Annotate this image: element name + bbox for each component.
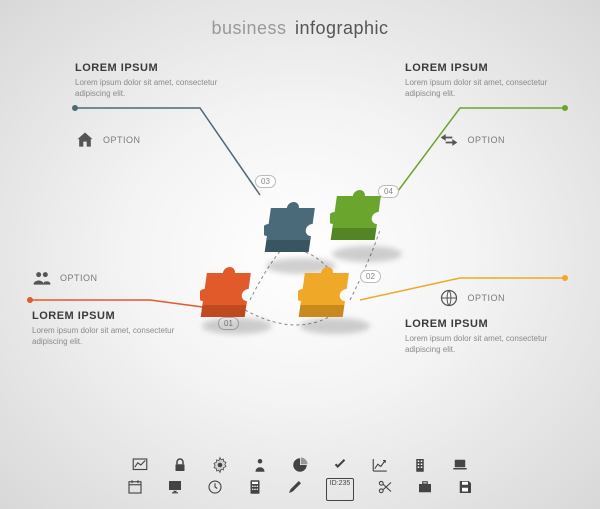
floppy-icon (456, 478, 474, 501)
option-4: OPTION (439, 130, 505, 150)
icon-row-2: ID:235 (0, 478, 600, 501)
lock-icon (171, 456, 189, 479)
title-word-2: infographic (295, 18, 389, 38)
callout-1-body: Lorem ipsum dolor sit amet, consectetur … (32, 326, 192, 348)
people-icon (32, 268, 52, 288)
chart-icon (131, 456, 149, 479)
check-icon (331, 456, 349, 479)
callout-2-body: Lorem ipsum dolor sit amet, consectetur … (405, 334, 565, 356)
option-1-label: OPTION (60, 273, 98, 283)
pie-icon (291, 456, 309, 479)
icon-row-1 (0, 456, 600, 479)
callout-1-heading: LOREM IPSUM (32, 310, 192, 322)
person-icon (251, 456, 269, 479)
option-2: OPTION (439, 288, 505, 308)
scissors-icon (376, 478, 394, 501)
building-icon (411, 456, 429, 479)
gear-icon (211, 456, 229, 479)
callout-2: LOREM IPSUM Lorem ipsum dolor sit amet, … (405, 318, 565, 356)
option-3-label: OPTION (103, 135, 141, 145)
arrows-icon (439, 130, 459, 150)
calculator-icon (246, 478, 264, 501)
callout-4-body: Lorem ipsum dolor sit amet, consectetur … (405, 78, 565, 100)
monitor-icon (166, 478, 184, 501)
puzzle-yellow (298, 265, 368, 335)
callout-1: LOREM IPSUM Lorem ipsum dolor sit amet, … (32, 310, 192, 348)
house-icon (75, 130, 95, 150)
callout-3: LOREM IPSUM Lorem ipsum dolor sit amet, … (75, 62, 235, 100)
growth-icon (371, 456, 389, 479)
callout-2-heading: LOREM IPSUM (405, 318, 565, 330)
callout-3-heading: LOREM IPSUM (75, 62, 235, 74)
option-1: OPTION (32, 268, 98, 288)
option-4-label: OPTION (467, 135, 505, 145)
title-word-1: business (211, 18, 286, 38)
page-title: business infographic (0, 0, 600, 39)
puzzle-green (330, 188, 400, 258)
option-2-label: OPTION (467, 293, 505, 303)
calendar-icon (126, 478, 144, 501)
laptop-icon (451, 456, 469, 479)
puzzle-orange (200, 265, 270, 335)
briefcase-icon (416, 478, 434, 501)
callout-4: LOREM IPSUM Lorem ipsum dolor sit amet, … (405, 62, 565, 100)
pen-icon (286, 478, 304, 501)
globe-icon (439, 288, 459, 308)
clock-icon (206, 478, 224, 501)
option-3: OPTION (75, 130, 141, 150)
puzzle-blue (264, 200, 334, 270)
callout-3-body: Lorem ipsum dolor sit amet, consectetur … (75, 78, 235, 100)
callout-4-heading: LOREM IPSUM (405, 62, 565, 74)
id-badge: ID:235 (326, 478, 355, 501)
puzzle-cluster (200, 170, 400, 350)
